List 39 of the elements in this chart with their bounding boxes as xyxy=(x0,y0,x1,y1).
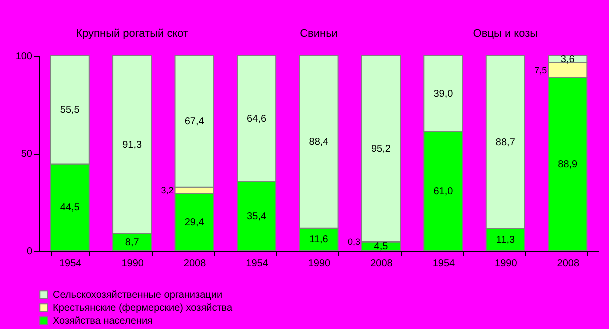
data-label: 55,5 xyxy=(60,105,80,116)
x-tick-label: 1990 xyxy=(308,258,332,270)
text: Крупный рогатый скот xyxy=(76,28,189,40)
x-tick-label: 1990 xyxy=(122,258,144,270)
data-label: 4,5 xyxy=(374,242,389,253)
text: Овцы и козы xyxy=(473,28,538,40)
data-label: 88,9 xyxy=(558,159,578,170)
x-tick-label: 1954 xyxy=(59,258,82,270)
x-tick-label: 1954 xyxy=(432,258,456,270)
x-tick-label: 2008 xyxy=(370,258,394,270)
data-label: 39,0 xyxy=(434,89,454,100)
data-label: 64,6 xyxy=(247,114,267,125)
data-label: 88,4 xyxy=(309,137,330,148)
data-label: 8,7 xyxy=(125,238,140,249)
data-label: 88,7 xyxy=(496,137,516,148)
data-label: 11,3 xyxy=(496,234,516,246)
data-label: 67,4 xyxy=(184,116,205,128)
data-label: 61,0 xyxy=(434,186,454,198)
data-label: 29,4 xyxy=(184,217,205,228)
y-tick-label: 50 xyxy=(21,149,33,160)
data-label: 95,2 xyxy=(371,144,392,155)
legend-label: Хозяйства населения xyxy=(53,316,153,327)
data-label: 3,2 xyxy=(161,186,174,196)
legend-label: Крестьянские (фермерские) хозяйства xyxy=(53,303,233,314)
data-label: 3,6 xyxy=(560,54,576,66)
data-label: 91,3 xyxy=(122,140,142,152)
data-label: 7,5 xyxy=(534,65,548,76)
data-label: 11,6 xyxy=(310,234,329,246)
x-tick-label: 2008 xyxy=(184,258,207,270)
data-label: 0,3 xyxy=(348,236,360,247)
x-tick-label: 1954 xyxy=(246,258,269,270)
data-label: 44,5 xyxy=(60,202,80,214)
x-tick-label: 2008 xyxy=(557,258,580,270)
text: Свиньи xyxy=(300,28,338,40)
x-tick-label: 1990 xyxy=(495,258,518,270)
legend-label: Сельскохозяйственные организации xyxy=(53,290,223,301)
y-tick-label: 0 xyxy=(26,246,33,258)
y-tick-label: 100 xyxy=(16,52,33,62)
data-label: 35,4 xyxy=(247,211,267,222)
